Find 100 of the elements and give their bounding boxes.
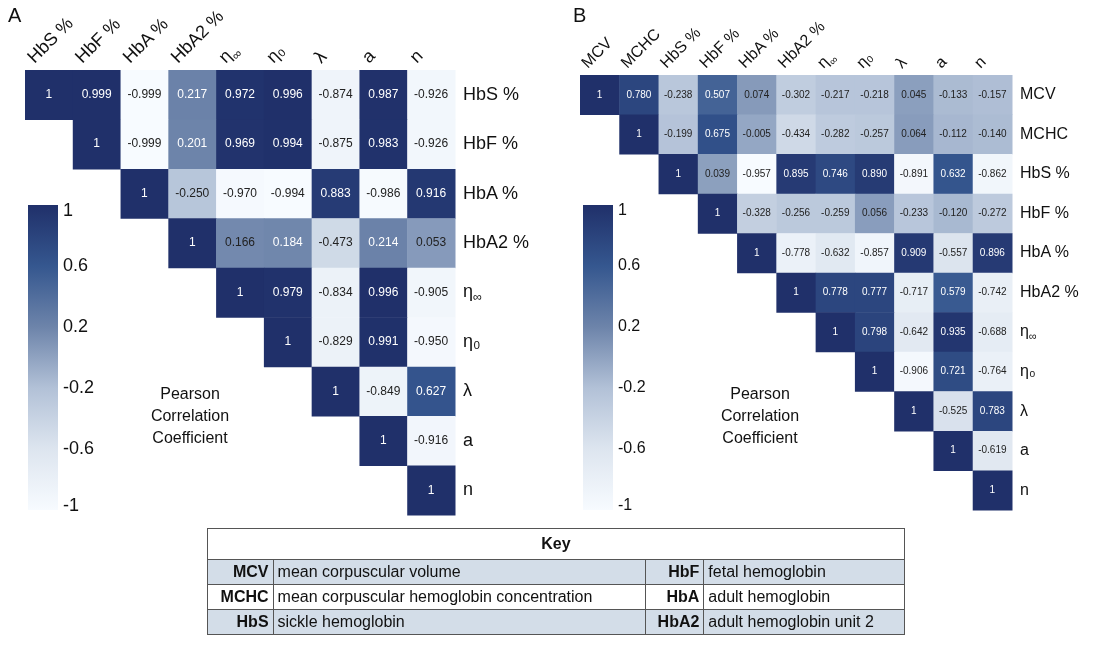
data-label: 1 bbox=[284, 334, 292, 349]
data-label: -0.891 bbox=[899, 167, 929, 179]
data-label: -0.926 bbox=[414, 136, 449, 151]
y-tick-label: η₀ bbox=[463, 330, 481, 351]
data-label: 0.983 bbox=[368, 136, 399, 151]
data-label: 0.780 bbox=[626, 88, 652, 100]
text: adult hemoglobin unit 2 bbox=[703, 609, 905, 635]
text: fetal hemoglobin bbox=[703, 559, 905, 585]
data-label: -0.916 bbox=[414, 433, 449, 448]
x-tick-label: η∞ bbox=[813, 52, 841, 72]
y-tick-label: HbS % bbox=[463, 83, 520, 104]
y-tick-label: HbA2 % bbox=[1020, 282, 1079, 300]
chart-title: A bbox=[8, 3, 22, 26]
data-label: 0.895 bbox=[783, 167, 809, 179]
data-label: 1 bbox=[911, 404, 918, 416]
data-label: 1 bbox=[636, 128, 643, 140]
data-label: -0.970 bbox=[222, 185, 258, 200]
chart-title: B bbox=[573, 3, 587, 26]
text: Key bbox=[207, 528, 905, 560]
y-tick-label: λ bbox=[1020, 401, 1028, 419]
annotation: 0.2 bbox=[618, 317, 641, 335]
data-label: -0.875 bbox=[318, 136, 353, 151]
y-tick-label: λ bbox=[463, 380, 472, 401]
text: MCHC bbox=[207, 584, 274, 610]
data-label: 0.053 bbox=[416, 235, 447, 250]
y-tick-label: n bbox=[463, 479, 474, 500]
data-label: 1 bbox=[675, 167, 682, 179]
annotation: -1 bbox=[63, 494, 80, 515]
data-label: 1 bbox=[793, 286, 800, 298]
annotation: 0.6 bbox=[618, 256, 641, 274]
y-tick-label: HbF % bbox=[463, 133, 519, 154]
data-label: 1 bbox=[45, 87, 53, 102]
data-label: 0.746 bbox=[822, 167, 849, 179]
data-label: 0.972 bbox=[224, 87, 256, 102]
data-label: -0.994 bbox=[270, 185, 306, 200]
data-label: -0.688 bbox=[978, 325, 1007, 337]
data-label: -0.999 bbox=[127, 136, 162, 151]
data-label: -0.217 bbox=[821, 88, 850, 100]
data-label: -0.238 bbox=[664, 88, 693, 100]
data-label: -0.259 bbox=[821, 207, 850, 219]
data-label: 0.883 bbox=[320, 185, 351, 200]
y-tick-label: HbF % bbox=[1020, 203, 1069, 221]
data-label: -0.473 bbox=[318, 235, 353, 250]
data-label: -0.005 bbox=[742, 128, 772, 140]
text: HbA2 bbox=[645, 609, 704, 635]
data-label: 1 bbox=[236, 284, 244, 299]
data-label: 1 bbox=[753, 246, 760, 258]
data-label: 0.783 bbox=[979, 404, 1006, 416]
data-label: -0.999 bbox=[127, 87, 162, 102]
data-label: 1 bbox=[832, 325, 839, 337]
color-bar-title: Pearson Correlation Coefficient bbox=[150, 385, 230, 447]
data-label: 0.184 bbox=[272, 235, 304, 250]
x-tick-label: η∞ bbox=[214, 45, 246, 67]
data-label: -0.862 bbox=[978, 167, 1007, 179]
text: mean corpuscular hemoglobin concentration bbox=[273, 584, 646, 610]
data-label: 0.579 bbox=[940, 286, 967, 298]
data-label: -0.257 bbox=[860, 128, 890, 140]
data-label: -0.849 bbox=[366, 383, 401, 398]
annotation: 1 bbox=[63, 199, 74, 220]
data-label: -0.906 bbox=[899, 365, 929, 377]
data-label: -0.957 bbox=[742, 167, 772, 179]
x-tick-label: n bbox=[405, 45, 427, 67]
x-tick-label: η₀ bbox=[852, 48, 876, 72]
annotation: 1 bbox=[618, 201, 627, 219]
data-label: -0.256 bbox=[781, 207, 811, 219]
y-tick-label: MCHC bbox=[1020, 124, 1068, 142]
text: HbA bbox=[645, 584, 704, 610]
y-tick-label: η∞ bbox=[463, 281, 483, 305]
text: MCV bbox=[207, 559, 274, 585]
data-label: -0.642 bbox=[899, 325, 929, 337]
x-tick-label: a bbox=[357, 44, 380, 67]
text: HbS bbox=[207, 609, 274, 635]
y-tick-label: a bbox=[1020, 441, 1029, 459]
text: mean corpuscular volume bbox=[273, 559, 646, 585]
color-bar-title: Pearson Correlation Coefficient bbox=[720, 385, 800, 447]
data-label: -0.926 bbox=[414, 87, 449, 102]
data-label: -0.717 bbox=[899, 286, 929, 298]
data-label: 0.214 bbox=[368, 235, 399, 250]
data-label: -0.829 bbox=[318, 334, 353, 349]
data-label: -0.764 bbox=[978, 365, 1007, 377]
data-label: 0.217 bbox=[177, 87, 208, 102]
data-label: 0.056 bbox=[862, 207, 888, 219]
text: HbF bbox=[645, 559, 704, 585]
data-label: -0.272 bbox=[978, 207, 1007, 219]
annotation: -0.6 bbox=[63, 437, 95, 458]
data-label: -0.525 bbox=[938, 404, 968, 416]
data-label: 0.890 bbox=[862, 167, 888, 179]
data-label: -0.282 bbox=[821, 128, 850, 140]
annotation: -0.2 bbox=[63, 376, 95, 397]
data-label: 0.798 bbox=[862, 325, 888, 337]
data-label: -0.632 bbox=[821, 246, 850, 258]
y-tick-label: n bbox=[1020, 480, 1029, 498]
data-label: 0.507 bbox=[704, 88, 731, 100]
data-label: 0.778 bbox=[822, 286, 849, 298]
data-label: 1 bbox=[93, 136, 101, 151]
data-label: -0.986 bbox=[366, 185, 401, 200]
data-label: 1 bbox=[332, 383, 340, 398]
y-tick-label: HbA % bbox=[463, 182, 519, 203]
data-label: 0.064 bbox=[901, 128, 927, 140]
data-label: -0.250 bbox=[175, 185, 210, 200]
